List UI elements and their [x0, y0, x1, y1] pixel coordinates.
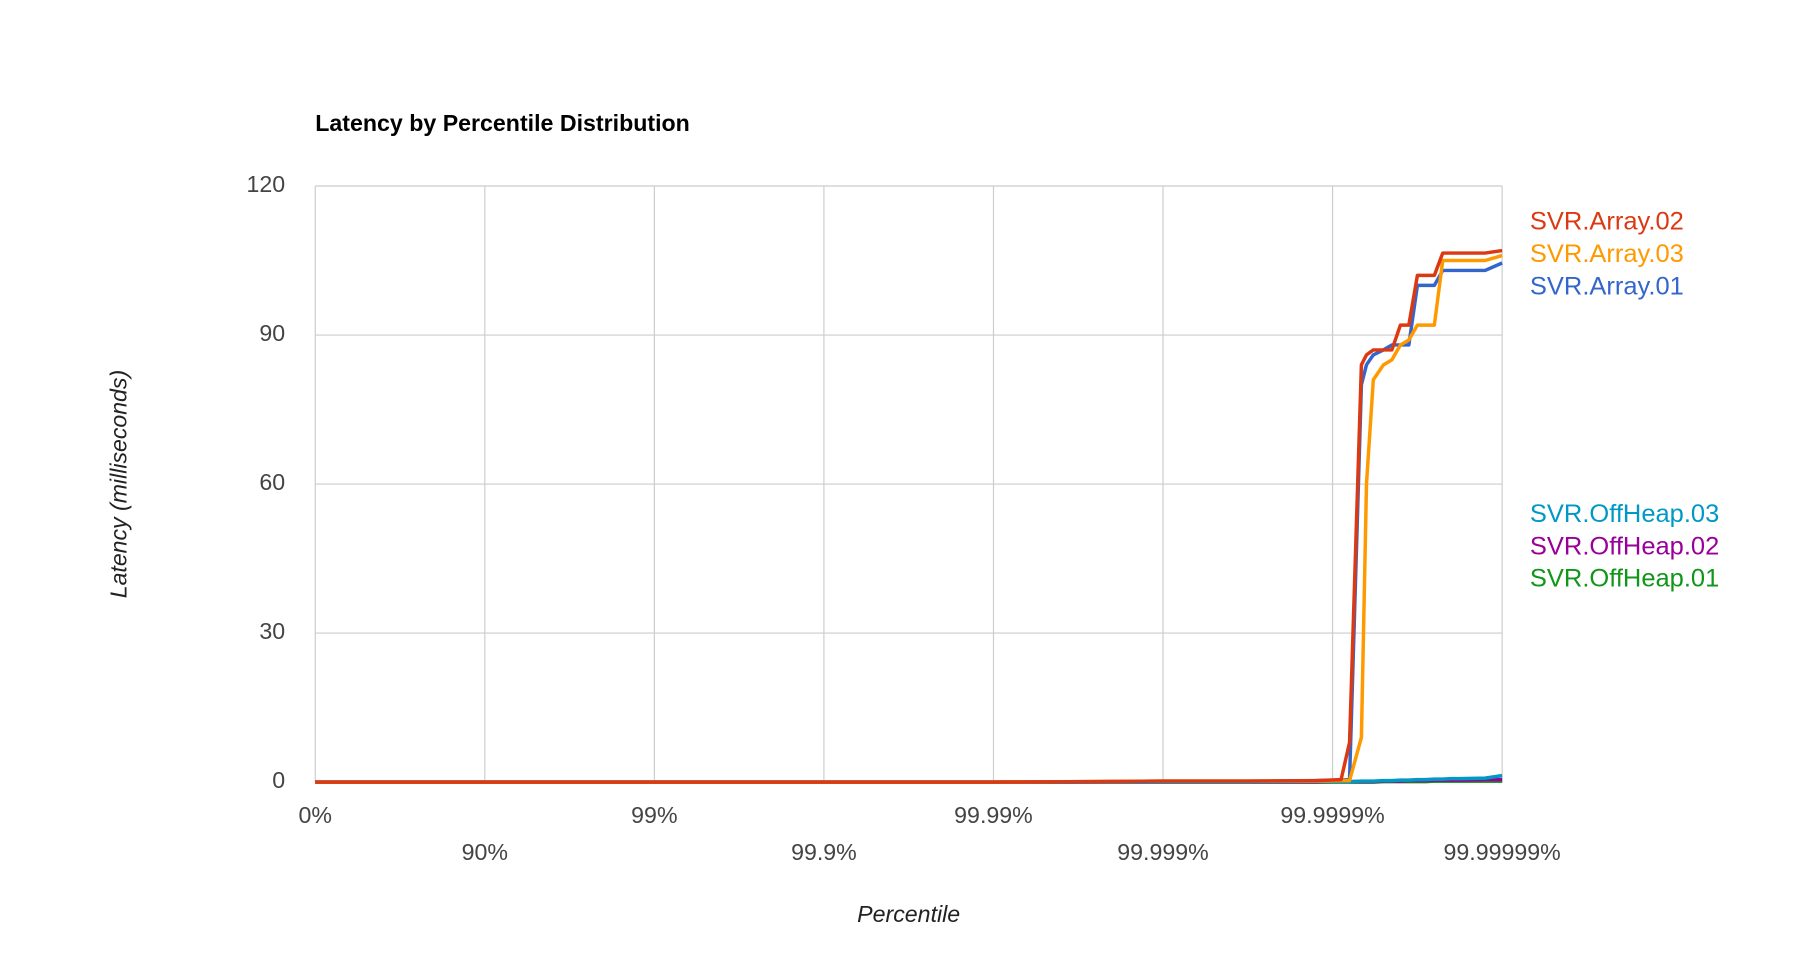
legend-label: SVR.OffHeap.01 [1530, 565, 1719, 593]
x-tick-label: 99.999% [1117, 839, 1208, 865]
x-tick-label: 99.99999% [1444, 839, 1561, 865]
chart-title: Latency by Percentile Distribution [315, 110, 690, 136]
y-tick-label: 120 [246, 171, 285, 197]
legend-label: SVR.Array.01 [1530, 272, 1684, 300]
y-tick-label: 60 [259, 469, 285, 495]
y-tick-label: 30 [259, 618, 285, 644]
x-tick-label: 0% [299, 802, 332, 828]
x-axis-label: Percentile [857, 901, 960, 927]
y-tick-label: 90 [259, 320, 285, 346]
legend-label: SVR.Array.02 [1530, 208, 1684, 236]
x-tick-label: 99.9999% [1280, 802, 1384, 828]
legend-label: SVR.OffHeap.02 [1530, 532, 1719, 560]
x-tick-label: 99.99% [954, 802, 1033, 828]
legend-label: SVR.OffHeap.03 [1530, 500, 1719, 528]
y-tick-label: 0 [272, 767, 285, 793]
x-tick-label: 99.9% [791, 839, 857, 865]
x-tick-label: 90% [462, 839, 508, 865]
legend-label: SVR.Array.03 [1530, 240, 1684, 268]
x-tick-label: 99% [631, 802, 677, 828]
series-line [315, 248, 1503, 784]
series-line [315, 261, 1503, 784]
y-axis-label: Latency (milliseconds) [106, 370, 132, 598]
